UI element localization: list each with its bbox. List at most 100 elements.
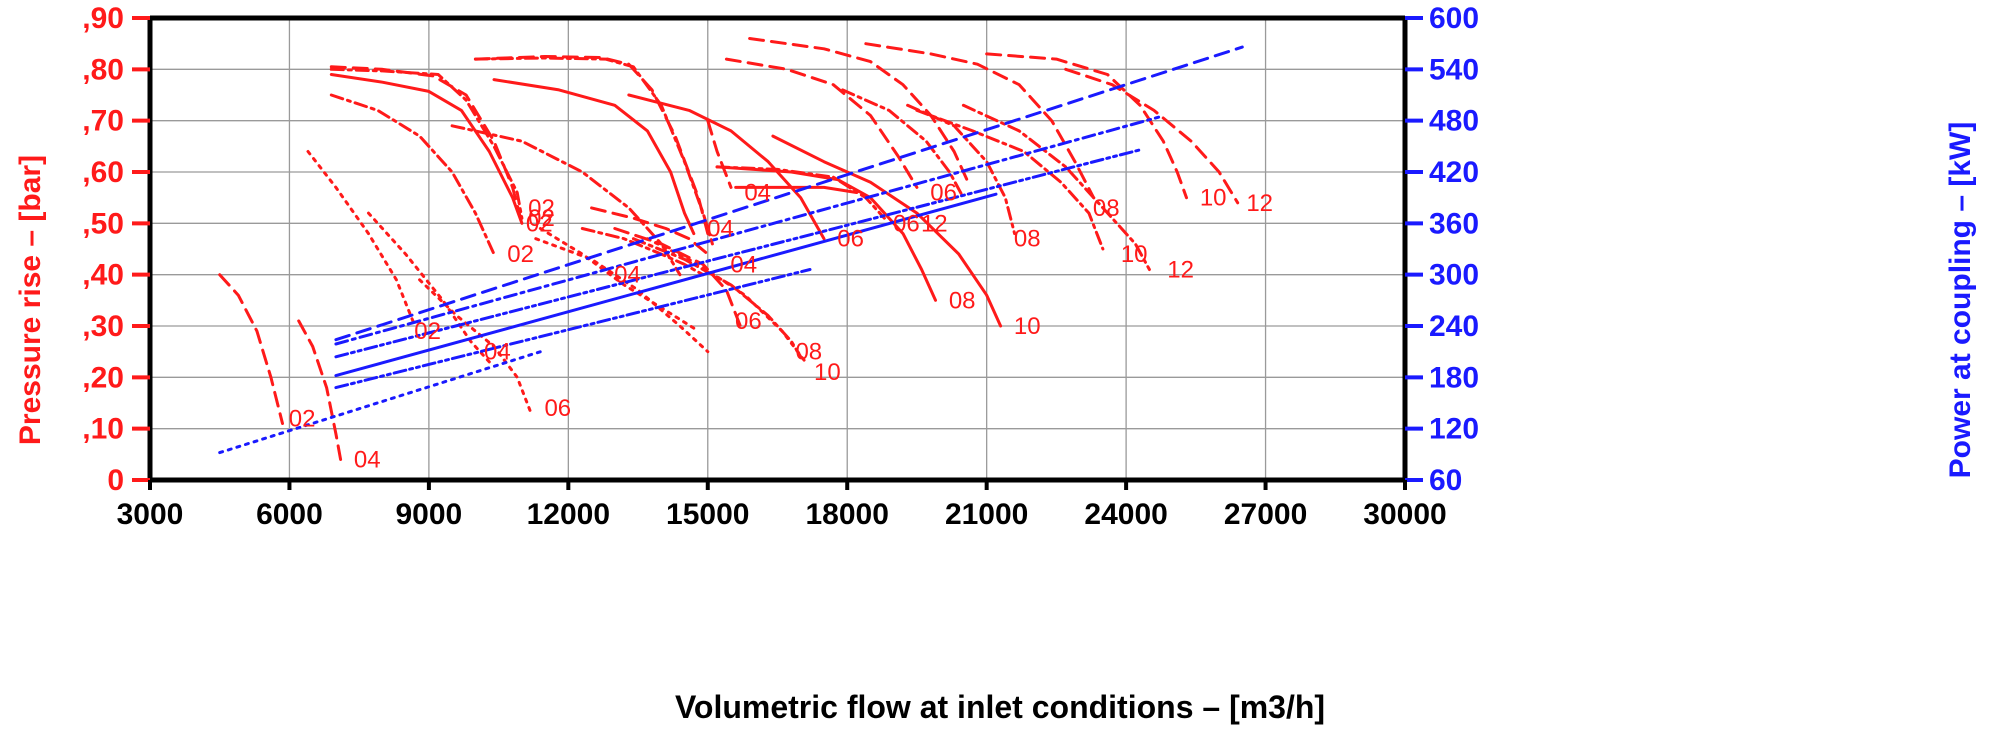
pressure-curve-06 [841, 88, 965, 200]
curve-label: 12 [921, 210, 948, 237]
y-left-tick-label: ,80 [82, 53, 124, 86]
y-axis-title-left: Pressure rise – [bar] [14, 155, 47, 445]
y-right-tick-label: 540 [1429, 53, 1479, 86]
curve-label: 08 [1093, 195, 1120, 222]
pressure-curve-08 [748, 37, 970, 184]
power-line-dashdotdot [334, 148, 1142, 359]
pressure-curves [218, 37, 1240, 461]
pressure-curve-06 [534, 237, 710, 354]
pressure-curve-08 [906, 103, 1017, 236]
curve-label: 06 [544, 395, 571, 422]
y-left-tick-label: ,90 [82, 2, 124, 35]
curve-label: 06 [930, 180, 957, 207]
pressure-curve-10 [915, 108, 1105, 251]
curve-label: 02 [528, 195, 555, 222]
y-left-tick-label: ,40 [82, 259, 124, 292]
power-line-dashdot [334, 115, 1161, 346]
curve-label: 06 [837, 226, 864, 253]
pressure-curve-06 [418, 278, 533, 415]
curve-label: 02 [414, 318, 441, 345]
power-line-dashed [334, 45, 1244, 342]
y-left-tick-label: ,60 [82, 156, 124, 189]
ticks: 0 ,10 ,20 ,30 ,40 ,50 ,60 ,70 ,80 ,90 60 120 180 240 3… [82, 2, 1479, 531]
curve-label: 04 [744, 180, 771, 207]
x-tick-label: 18000 [806, 498, 889, 531]
pressure-curve-04 [297, 319, 343, 461]
curve-label: 12 [1167, 257, 1194, 284]
pressure-curve-08 [864, 42, 1096, 200]
y-left-tick-label: ,30 [82, 310, 124, 343]
grid [150, 18, 1405, 480]
pressure-curve-02 [329, 67, 524, 220]
pressure-curve-04 [367, 211, 491, 364]
pressure-curve-04 [473, 56, 714, 246]
x-tick-label: 27000 [1224, 498, 1307, 531]
curve-label: 08 [795, 339, 822, 366]
curve-label: 04 [614, 262, 641, 289]
pressure-curve-06 [724, 57, 919, 189]
y-left-tick-label: 0 [107, 464, 124, 497]
pressure-curve-04 [734, 185, 858, 194]
pressure-curve-02 [329, 73, 524, 225]
pressure-curve-06 [715, 165, 886, 220]
y-left-tick-label: ,10 [82, 413, 124, 446]
x-tick-label: 24000 [1084, 498, 1167, 531]
pressure-curve-10 [771, 134, 1003, 328]
power-lines [218, 45, 1244, 455]
curve-label: 04 [730, 251, 757, 278]
y-right-tick-label: 420 [1429, 156, 1479, 189]
pressure-curve-06 [627, 93, 826, 241]
y-left-tick-label: ,70 [82, 105, 124, 138]
curve-label: 02 [528, 205, 555, 232]
curve-label: 10 [1200, 185, 1227, 212]
curve-label: 12 [1246, 190, 1273, 217]
pressure-curve-12 [1064, 67, 1240, 205]
y-left-tick-label: ,20 [82, 361, 124, 394]
pressure-curve-02 [329, 93, 496, 256]
pressure-curve-04 [492, 78, 696, 236]
pressure-curve-04 [450, 124, 682, 277]
y-right-tick-label: 600 [1429, 2, 1479, 35]
curve-label: 04 [707, 215, 734, 242]
x-tick-label: 12000 [527, 498, 610, 531]
y-right-tick-label: 240 [1429, 310, 1479, 343]
y-left-tick-label: ,50 [82, 207, 124, 240]
plot-frame [147, 15, 1408, 483]
curve-label: 10 [1121, 241, 1148, 268]
curve-label: 04 [354, 446, 381, 473]
pressure-curve-02 [329, 65, 524, 225]
y-right-tick-label: 360 [1429, 207, 1479, 240]
y-right-tick-label: 180 [1429, 361, 1479, 394]
power-line-solid [334, 192, 998, 378]
x-tick-label: 21000 [945, 498, 1028, 531]
x-tick-label: 9000 [396, 498, 463, 531]
pressure-curve-12 [961, 103, 1151, 271]
x-tick-label: 3000 [117, 498, 184, 531]
curve-label: 08 [949, 287, 976, 314]
y-axis-title-right: Power at coupling – [kW] [1944, 122, 1977, 479]
pressure-curve-02 [306, 150, 417, 328]
y-right-tick-label: 480 [1429, 105, 1479, 138]
curve-label: 04 [484, 339, 511, 366]
x-tick-label: 15000 [666, 498, 749, 531]
pressure-curve-02 [218, 273, 284, 425]
curve-label: 02 [526, 210, 553, 237]
x-tick-label: 6000 [256, 498, 323, 531]
y-right-tick-label: 300 [1429, 259, 1479, 292]
pressure-curve-10 [645, 237, 807, 364]
curve-label: 08 [1014, 226, 1041, 253]
x-axis-title: Volumetric flow at inlet conditions – [m… [675, 689, 1325, 725]
x-tick-label: 30000 [1363, 498, 1446, 531]
pressure-curve-06 [613, 227, 742, 328]
curve-label: 06 [735, 308, 762, 335]
pressure-curve-10 [985, 52, 1188, 200]
y-right-tick-label: 60 [1429, 464, 1462, 497]
curve-label: 02 [507, 241, 534, 268]
pressure-curve-04 [590, 206, 710, 256]
curve-label: 02 [289, 405, 316, 432]
curve-label: 06 [893, 210, 920, 237]
curve-label: 10 [1014, 313, 1041, 340]
power-line-dotted [218, 350, 542, 455]
